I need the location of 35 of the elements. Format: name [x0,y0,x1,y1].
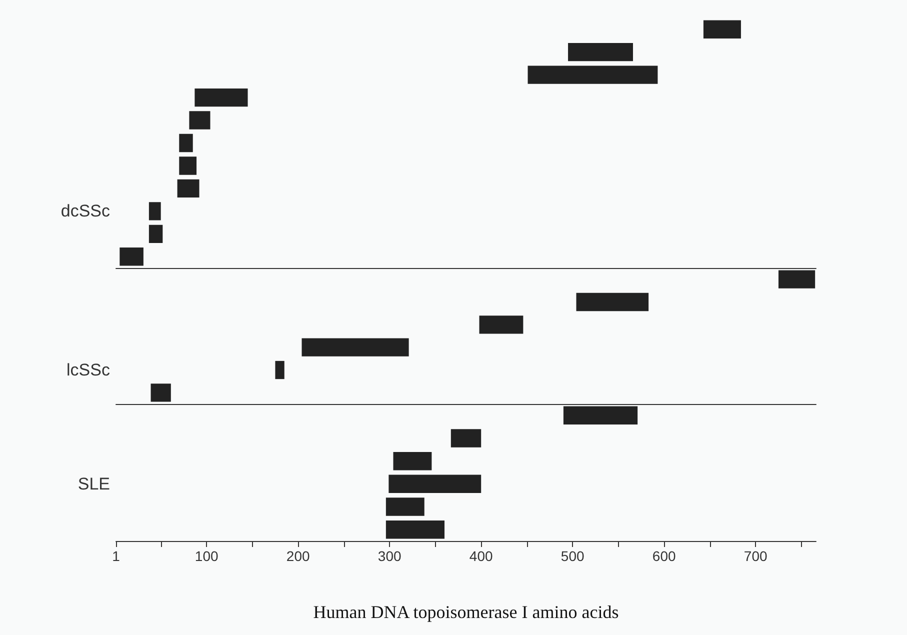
bar [179,156,197,175]
bar [576,292,649,312]
y-tick-label: dcSSc [60,202,110,221]
bar [386,498,424,516]
x-tick-label: 200 [286,548,310,564]
bar [148,224,163,243]
y-tick-label: lcSSc [66,360,110,380]
bar [703,20,741,38]
x-tick-label: 400 [469,548,493,564]
bar [386,520,444,539]
bar [479,316,524,334]
bar [388,474,482,494]
bar [275,360,284,380]
bar [177,179,200,198]
bar [528,66,658,84]
bar [450,429,482,448]
x-tick-label: 700 [744,548,768,564]
x-tick-label: 500 [560,548,584,564]
bar [778,270,816,288]
x-tick-label: 1 [112,548,120,564]
x-tick-label: 100 [194,548,218,564]
bar [179,134,193,152]
bar [393,452,432,470]
bar [194,88,248,107]
bar [568,43,633,62]
x-axis-title: Human DNA topoisomerase I amino acids [313,602,619,622]
bar [563,406,638,425]
bar [302,338,409,356]
bar [148,202,161,220]
bar [150,384,171,402]
x-tick-label: 600 [652,548,676,564]
bar [189,111,210,130]
x-tick-label: 300 [378,548,402,564]
y-tick-label: SLE [78,474,110,494]
bar [120,248,144,266]
